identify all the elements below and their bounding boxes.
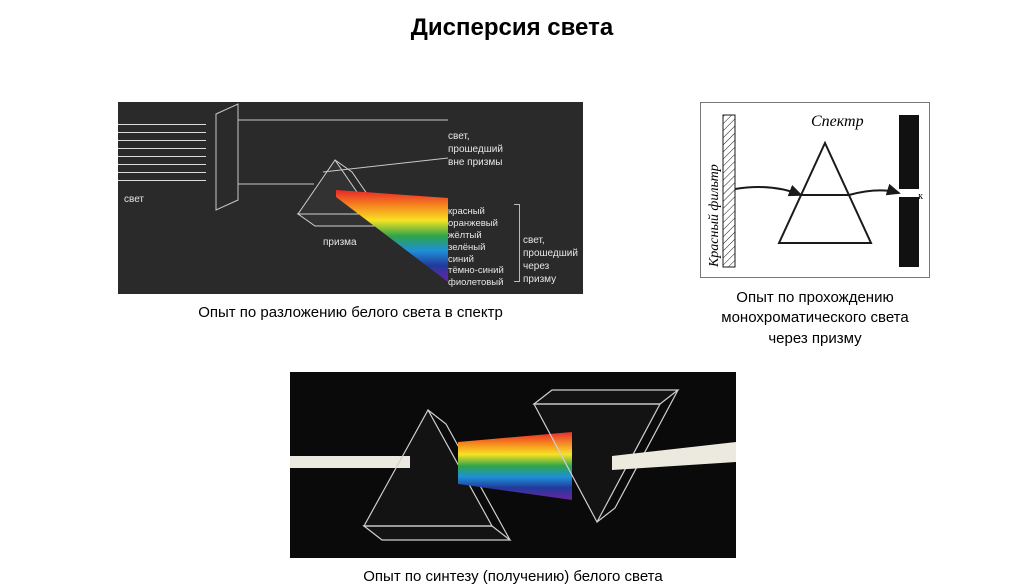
color-list: красный оранжевый жёлтый зелёный синий т… — [448, 206, 504, 289]
fig3-caption: Опыт по синтезу (получению) белого света — [290, 568, 736, 585]
label-spectrum: Спектр — [811, 113, 864, 131]
bracket — [514, 204, 520, 282]
figure-synthesis: Опыт по синтезу (получению) белого света — [278, 372, 748, 585]
label-prism: призма — [323, 237, 357, 248]
fig2-caption: Опыт по прохождению монохроматического с… — [700, 288, 930, 349]
fig1-canvas: свет — [118, 102, 583, 294]
figure-dispersion: свет — [118, 102, 598, 321]
fig3-svg — [290, 372, 736, 558]
fig1-caption: Опыт по разложению белого света в спектр — [118, 304, 583, 321]
fig2-canvas: Спектр Красный фильтр к — [700, 102, 930, 278]
page-title: Дисперсия света — [0, 0, 1024, 52]
fig3-canvas — [290, 372, 736, 558]
label-through: свет, прошедший через призму — [523, 234, 583, 286]
label-outside: свет, прошедший вне призмы — [448, 130, 503, 169]
figure-monochromatic: Спектр Красный фильтр к Опыт по прохожде… — [700, 102, 960, 349]
label-k: к — [918, 191, 923, 202]
label-filter: Красный фильтр — [707, 164, 723, 267]
